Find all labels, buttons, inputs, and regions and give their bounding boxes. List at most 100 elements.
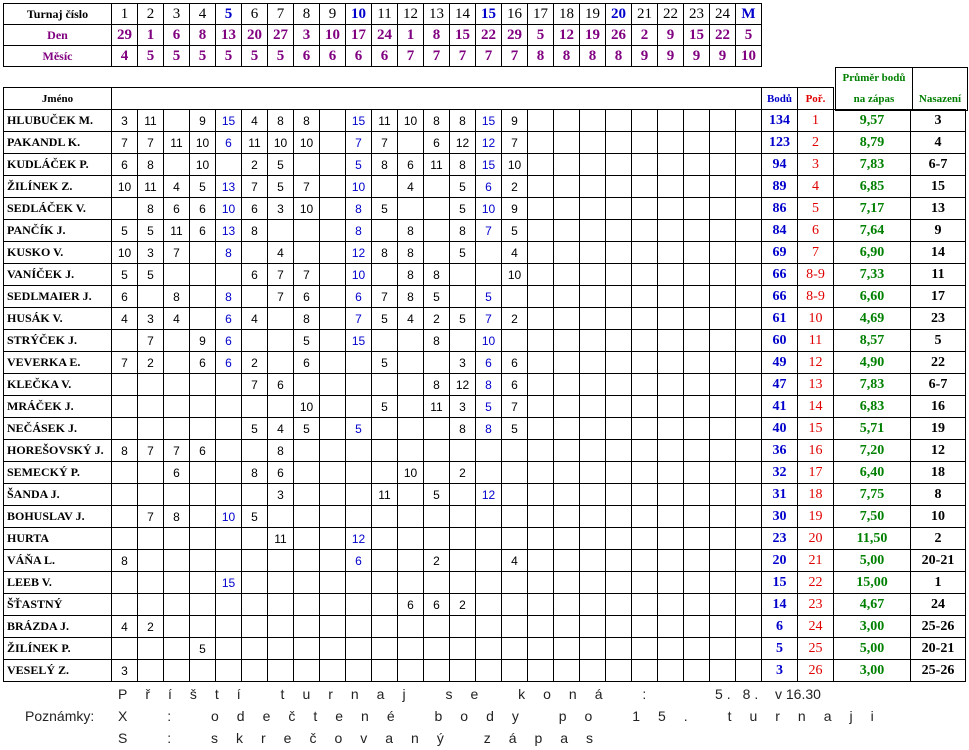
result-cell [449, 505, 476, 528]
result-cell [111, 593, 138, 616]
player-name: ŠANDA J. [3, 483, 112, 506]
points: 20 [761, 549, 798, 572]
result-cell [657, 241, 684, 264]
result-cell [527, 549, 554, 572]
result-cell [605, 483, 632, 506]
empty-header [189, 87, 216, 110]
result-cell [423, 417, 450, 440]
result-cell [553, 637, 580, 660]
result-cell [319, 417, 346, 440]
result-cell [397, 373, 424, 396]
player-name: ŠŤASTNÝ [3, 593, 112, 616]
result-cell [527, 153, 554, 176]
day-cell: 24 [371, 24, 398, 46]
month-cell: 7 [449, 45, 476, 67]
result-cell [111, 395, 138, 418]
result-cell [605, 417, 632, 440]
player-name: KLEČKA V. [3, 373, 112, 396]
result-cell: 6 [215, 131, 242, 154]
result-cell [345, 395, 372, 418]
result-cell: 10 [293, 131, 320, 154]
player-name: VÁŇA L. [3, 549, 112, 572]
result-cell [163, 329, 190, 352]
result-cell [449, 329, 476, 352]
result-cell: 4 [501, 241, 528, 264]
month-cell: 10 [735, 45, 762, 67]
day-cell: 12 [553, 24, 580, 46]
result-cell [631, 109, 658, 132]
result-cell: 8 [397, 263, 424, 286]
result-cell: 7 [293, 263, 320, 286]
result-cell: 6 [423, 131, 450, 154]
result-cell [397, 549, 424, 572]
result-cell: 6 [111, 153, 138, 176]
result-cell: 7 [293, 175, 320, 198]
tournament-cell: 12 [397, 3, 424, 25]
result-cell [683, 241, 710, 264]
player-row: HOREŠOVSKÝ J. 8 7 7 6 8 36 16 7,20 12 [3, 439, 966, 462]
result-cell [267, 593, 294, 616]
result-cell [189, 593, 216, 616]
result-cell [241, 285, 268, 308]
result-cell [449, 285, 476, 308]
result-cell: 6 [215, 351, 242, 374]
tournament-cell: 21 [631, 3, 658, 25]
result-cell [579, 175, 606, 198]
result-cell [475, 659, 502, 682]
empty-header [319, 87, 346, 110]
result-cell [319, 109, 346, 132]
result-cell [345, 483, 372, 506]
result-cell [735, 461, 762, 484]
result-cell [579, 307, 606, 330]
result-cell [345, 461, 372, 484]
result-cell [163, 153, 190, 176]
result-cell: 2 [449, 461, 476, 484]
result-cell: 8 [397, 241, 424, 264]
result-cell [735, 637, 762, 660]
result-cell [579, 329, 606, 352]
result-cell [475, 439, 502, 462]
empty-header [709, 87, 736, 110]
result-cell [631, 395, 658, 418]
result-cell [501, 329, 528, 352]
result-cell [423, 219, 450, 242]
result-cell [293, 615, 320, 638]
month-cell: 5 [215, 45, 242, 67]
result-cell [423, 505, 450, 528]
rank: 18 [797, 483, 834, 506]
result-cell [709, 483, 736, 506]
result-cell [553, 505, 580, 528]
result-cell: 7 [163, 439, 190, 462]
player-row: KUSKO V. 10 3 7 8 4 12 8 8 5 4 69 7 6,90 14 [3, 241, 966, 264]
result-cell [657, 527, 684, 550]
result-cell [657, 351, 684, 374]
result-cell [605, 329, 632, 352]
result-cell [527, 329, 554, 352]
result-cell: 11 [423, 395, 450, 418]
day-cell: 27 [267, 24, 294, 46]
result-cell: 5 [137, 219, 164, 242]
result-cell [683, 417, 710, 440]
average-header: Průměr bodů na zápas [835, 67, 913, 111]
result-cell: 6 [215, 307, 242, 330]
result-cell [501, 615, 528, 638]
result-cell [137, 285, 164, 308]
seed: 20-21 [910, 637, 966, 660]
seed: 16 [910, 395, 966, 418]
seed: 5 [910, 329, 966, 352]
result-cell [267, 307, 294, 330]
month-cell: 5 [163, 45, 190, 67]
result-cell: 3 [137, 241, 164, 264]
result-cell: 10 [501, 153, 528, 176]
result-cell [579, 439, 606, 462]
result-cell: 3 [137, 307, 164, 330]
rank: 16 [797, 439, 834, 462]
average: 7,33 [833, 263, 911, 286]
result-cell [163, 263, 190, 286]
seed: 23 [910, 307, 966, 330]
result-cell [631, 241, 658, 264]
player-row: SEMECKÝ P. 6 8 6 10 2 32 17 6,40 18 [3, 461, 966, 484]
result-cell: 10 [475, 329, 502, 352]
result-cell [475, 615, 502, 638]
rank: 20 [797, 527, 834, 550]
